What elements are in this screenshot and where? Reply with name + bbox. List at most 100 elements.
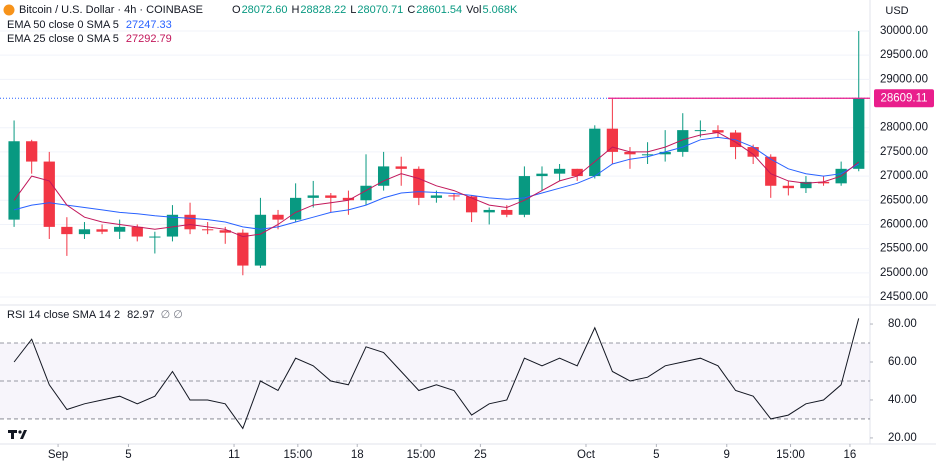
ohlc-value: 28828.22 (300, 4, 346, 16)
indicator-value: 27247.33 (126, 19, 172, 31)
ema-line (13, 131, 860, 238)
candle-body (765, 156, 777, 186)
y-tick-label: 20.00 (888, 432, 917, 444)
x-tick-label: 9 (724, 449, 730, 461)
candle-body (78, 229, 91, 235)
candle-body (624, 151, 636, 155)
y-tick-label: 25500.00 (880, 243, 928, 255)
y-tick-label: 30000.00 (880, 25, 928, 37)
candle-body (413, 168, 425, 198)
x-tick-label: 16 (844, 449, 857, 461)
x-tick-label: 25 (474, 449, 487, 461)
x-tick-label: Sep (48, 449, 68, 461)
currency-button[interactable] (883, 2, 917, 20)
price-tag-label: 28609.11 (880, 92, 927, 104)
candle-body (43, 161, 55, 227)
candle-body (131, 226, 143, 237)
y-tick-label: 25000.00 (880, 267, 928, 279)
candle-body (747, 147, 759, 157)
logo-part (20, 430, 27, 439)
indicator-extra: ∅ ∅ (161, 309, 183, 321)
candle-body (8, 141, 20, 220)
candle-body (817, 181, 830, 184)
candle-body (677, 130, 689, 152)
coin-icon (3, 4, 15, 16)
candle-body (166, 214, 179, 237)
ohlc-value: 28601.54 (416, 4, 462, 16)
logo-part (11, 430, 14, 439)
candle-body (395, 166, 407, 169)
indicator-value: 82.97 (127, 309, 155, 321)
candle-body (26, 141, 38, 162)
x-tick-label: 5 (125, 449, 131, 461)
y-tick-label: 28000.00 (880, 122, 928, 134)
x-tick-label: 18 (351, 449, 364, 461)
price-tag (874, 89, 934, 108)
symbol: Bitcoin / U.S. Dollar · 4h · COINBASE (19, 4, 203, 16)
candle-body (606, 128, 619, 152)
ohlc-key: L (350, 4, 356, 16)
candle-body (800, 181, 812, 189)
y-tick-label: 29000.00 (880, 73, 928, 85)
ohlc-value: 28072.60 (242, 4, 288, 16)
candle-body (501, 209, 513, 215)
ohlc-key: O (232, 4, 241, 16)
candle-body (853, 98, 865, 169)
candle-body (149, 236, 161, 238)
candle-body (325, 195, 337, 198)
ohlc-value: 28070.71 (357, 4, 403, 16)
candle-body (377, 166, 390, 186)
candle-body (61, 226, 73, 235)
candle-body (518, 176, 531, 215)
indicator-value: 27292.79 (126, 33, 172, 45)
ohlc-key: C (407, 4, 415, 16)
rsi-line (13, 318, 860, 430)
y-tick-label: 60.00 (888, 356, 917, 368)
candle-body (571, 168, 583, 177)
indicator-name: EMA 25 close 0 SMA 5 (7, 33, 119, 45)
candle-body (430, 195, 443, 198)
candle-body (114, 226, 126, 232)
x-tick-label: 15:00 (283, 449, 312, 461)
candle-body (465, 196, 478, 213)
y-tick-label: 29500.00 (880, 49, 928, 61)
candle-body (641, 154, 654, 156)
x-tick-label: 15:00 (776, 449, 805, 461)
y-tick-label: 26500.00 (880, 194, 928, 206)
y-tick-label: 27000.00 (880, 170, 928, 182)
candle-body (254, 214, 267, 266)
logo-part (18, 430, 22, 434)
candle-body (219, 230, 231, 233)
indicator-name: EMA 50 close 0 SMA 5 (7, 19, 119, 31)
candle-body (589, 128, 601, 177)
candle-body (96, 229, 108, 232)
y-tick-label: 40.00 (888, 394, 917, 406)
candle-body (448, 195, 460, 197)
candle-body (307, 195, 319, 198)
candle-body (290, 197, 302, 220)
ohlc-key: H (291, 4, 299, 16)
candle-body (342, 197, 355, 201)
x-tick-label: 15:00 (407, 449, 436, 461)
y-tick-label: 80.00 (888, 318, 917, 330)
candle-body (202, 229, 214, 231)
x-tick-label: 5 (653, 449, 659, 461)
y-tick-label: 26000.00 (880, 218, 928, 230)
candle-body (184, 214, 196, 230)
candle-body (272, 214, 284, 220)
candle-body (536, 173, 548, 177)
candle-body (782, 185, 794, 189)
candle-body (483, 209, 495, 213)
currency[interactable]: USD (885, 5, 908, 17)
candle-body (694, 130, 706, 132)
indicator-name: RSI 14 close SMA 14 2 (7, 309, 120, 321)
ohlc-key: Vol (466, 4, 481, 16)
logo (8, 430, 27, 439)
ema-line (13, 136, 859, 230)
candle-body (237, 232, 249, 266)
y-tick-label: 27500.00 (880, 146, 928, 158)
x-tick-label: 11 (228, 449, 240, 461)
candle-body (360, 185, 372, 201)
